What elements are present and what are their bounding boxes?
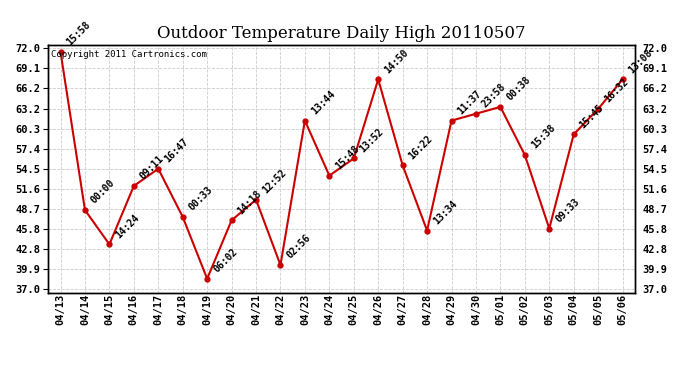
Text: 09:11: 09:11	[138, 154, 166, 182]
Text: Copyright 2011 Cartronics.com: Copyright 2011 Cartronics.com	[51, 50, 207, 59]
Text: 09:33: 09:33	[553, 196, 581, 224]
Text: 13:52: 13:52	[358, 126, 386, 154]
Text: 00:38: 00:38	[504, 75, 533, 103]
Text: 11:37: 11:37	[455, 88, 484, 117]
Title: Outdoor Temperature Daily High 20110507: Outdoor Temperature Daily High 20110507	[157, 25, 526, 42]
Text: 13:44: 13:44	[309, 88, 337, 117]
Text: 15:45: 15:45	[578, 102, 606, 130]
Text: 16:47: 16:47	[162, 137, 190, 165]
Text: 06:02: 06:02	[211, 247, 239, 274]
Text: 15:48: 15:48	[333, 144, 362, 171]
Text: 23:58: 23:58	[480, 82, 508, 110]
Text: 00:33: 00:33	[187, 185, 215, 213]
Text: 16:32: 16:32	[602, 77, 630, 105]
Text: 00:00: 00:00	[89, 178, 117, 206]
Text: 15:58: 15:58	[65, 20, 92, 48]
Text: 14:18: 14:18	[236, 188, 264, 216]
Text: 12:52: 12:52	[260, 168, 288, 195]
Text: 13:08: 13:08	[627, 47, 655, 75]
Text: 14:50: 14:50	[382, 47, 411, 75]
Text: 15:38: 15:38	[529, 123, 557, 151]
Text: 14:24: 14:24	[114, 212, 141, 240]
Text: 16:22: 16:22	[407, 133, 435, 161]
Text: 02:56: 02:56	[284, 233, 313, 261]
Text: 13:34: 13:34	[431, 199, 459, 226]
